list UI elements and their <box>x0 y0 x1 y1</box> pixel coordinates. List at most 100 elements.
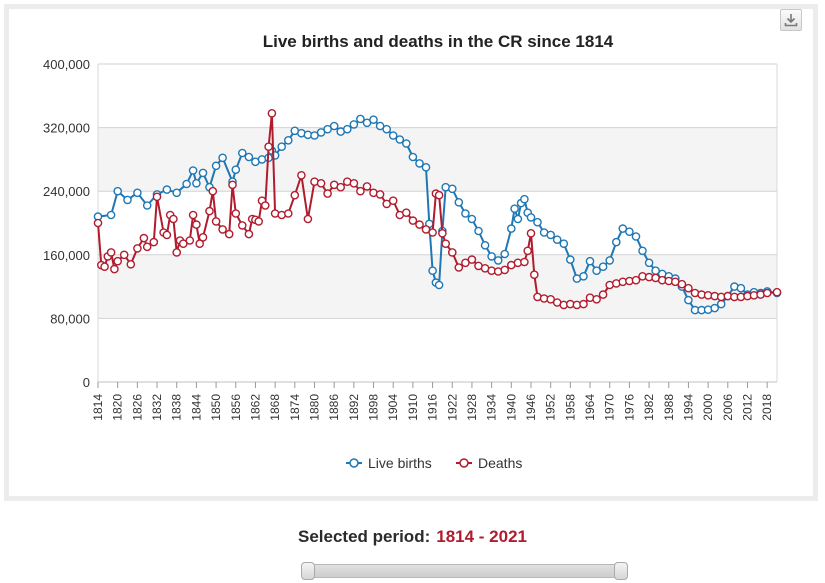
data-point-births[interactable] <box>716 299 726 309</box>
data-point-births[interactable] <box>244 152 254 162</box>
data-point-deaths[interactable] <box>208 186 218 196</box>
data-point-births[interactable] <box>506 224 516 233</box>
data-point-deaths[interactable] <box>218 225 227 234</box>
data-point-births[interactable] <box>546 230 556 240</box>
data-point-deaths[interactable] <box>447 248 457 257</box>
data-point-deaths[interactable] <box>198 232 208 242</box>
data-point-deaths[interactable] <box>228 180 237 190</box>
data-point-deaths[interactable] <box>211 217 221 226</box>
data-point-births[interactable] <box>277 142 287 151</box>
data-point-births[interactable] <box>142 201 152 210</box>
data-point-births[interactable] <box>283 135 293 145</box>
data-point-deaths[interactable] <box>454 263 464 272</box>
data-point-births[interactable] <box>526 213 536 222</box>
data-point-deaths[interactable] <box>142 242 152 252</box>
data-point-births[interactable] <box>598 262 608 272</box>
data-point-births[interactable] <box>510 204 519 213</box>
data-point-deaths[interactable] <box>592 294 601 304</box>
data-point-births[interactable] <box>162 185 172 194</box>
data-point-births[interactable] <box>388 131 398 140</box>
slider-handle-end[interactable] <box>614 562 628 580</box>
data-point-deaths[interactable] <box>172 248 181 257</box>
legend-item-deaths[interactable]: Deaths <box>456 455 522 471</box>
data-point-deaths[interactable] <box>631 275 641 285</box>
data-point-births[interactable] <box>533 217 542 227</box>
data-point-deaths[interactable] <box>149 237 159 247</box>
data-point-births[interactable] <box>329 121 339 131</box>
period-range-slider[interactable] <box>301 562 628 580</box>
data-point-deaths[interactable] <box>428 228 437 237</box>
data-point-births[interactable] <box>218 153 227 163</box>
data-point-births[interactable] <box>198 168 208 178</box>
data-point-births[interactable] <box>382 124 392 134</box>
data-point-births[interactable] <box>310 131 319 140</box>
data-point-births[interactable] <box>566 255 575 264</box>
data-point-births[interactable] <box>585 256 595 266</box>
data-point-births[interactable] <box>461 209 470 218</box>
legend[interactable]: Live births Deaths <box>346 455 522 471</box>
data-point-deaths[interactable] <box>260 201 270 210</box>
data-point-births[interactable] <box>454 197 464 207</box>
data-point-births[interactable] <box>474 226 483 236</box>
data-point-births[interactable] <box>520 194 529 204</box>
data-point-deaths[interactable] <box>421 225 431 234</box>
data-point-births[interactable] <box>106 210 116 220</box>
data-point-births[interactable] <box>349 120 359 129</box>
data-point-births[interactable] <box>123 195 132 205</box>
data-point-deaths[interactable] <box>434 190 444 200</box>
legend-item-births[interactable]: Live births <box>346 455 432 471</box>
data-point-births[interactable] <box>231 165 241 174</box>
data-point-births[interactable] <box>638 246 647 256</box>
data-point-births[interactable] <box>552 235 562 244</box>
data-point-deaths[interactable] <box>415 220 424 229</box>
data-point-births[interactable] <box>625 227 634 236</box>
data-point-deaths[interactable] <box>523 246 533 256</box>
data-point-deaths[interactable] <box>772 287 782 297</box>
data-point-deaths[interactable] <box>467 255 477 264</box>
data-point-deaths[interactable] <box>195 239 204 248</box>
data-point-deaths[interactable] <box>762 288 772 298</box>
data-point-deaths[interactable] <box>438 228 447 238</box>
data-point-deaths[interactable] <box>461 258 470 268</box>
data-point-deaths[interactable] <box>579 299 588 309</box>
data-point-deaths[interactable] <box>93 218 103 228</box>
data-point-births[interactable] <box>559 239 569 248</box>
data-point-deaths[interactable] <box>231 209 241 218</box>
data-point-births[interactable] <box>592 266 601 276</box>
data-point-births[interactable] <box>182 179 191 189</box>
data-point-deaths[interactable] <box>152 192 162 202</box>
data-point-deaths[interactable] <box>362 182 372 191</box>
data-point-births[interactable] <box>493 256 503 265</box>
data-point-births[interactable] <box>618 224 628 233</box>
data-point-deaths[interactable] <box>598 290 608 299</box>
data-point-births[interactable] <box>447 184 457 194</box>
data-point-births[interactable] <box>467 214 477 224</box>
data-point-births[interactable] <box>356 114 365 124</box>
data-point-births[interactable] <box>579 271 588 281</box>
data-point-deaths[interactable] <box>192 220 201 229</box>
data-point-births[interactable] <box>133 188 142 198</box>
data-point-births[interactable] <box>631 232 641 241</box>
data-point-deaths[interactable] <box>500 265 510 275</box>
data-point-births[interactable] <box>480 240 490 250</box>
data-point-deaths[interactable] <box>684 283 693 293</box>
data-point-births[interactable] <box>415 159 424 168</box>
data-point-births[interactable] <box>605 256 615 265</box>
data-point-deaths[interactable] <box>267 109 277 118</box>
data-point-births[interactable] <box>316 128 326 137</box>
data-point-births[interactable] <box>323 124 332 134</box>
data-point-births[interactable] <box>408 152 418 162</box>
data-point-births[interactable] <box>644 258 654 268</box>
data-point-deaths[interactable] <box>133 244 142 253</box>
data-point-deaths[interactable] <box>401 208 411 217</box>
data-point-deaths[interactable] <box>441 239 451 248</box>
data-point-births[interactable] <box>401 139 411 148</box>
data-point-deaths[interactable] <box>375 190 385 199</box>
data-point-deaths[interactable] <box>205 206 214 216</box>
data-point-deaths[interactable] <box>126 259 136 269</box>
data-point-deaths[interactable] <box>520 257 529 267</box>
data-point-deaths[interactable] <box>356 186 365 196</box>
data-point-births[interactable] <box>736 283 746 293</box>
data-point-deaths[interactable] <box>139 233 149 243</box>
data-point-deaths[interactable] <box>100 262 109 272</box>
